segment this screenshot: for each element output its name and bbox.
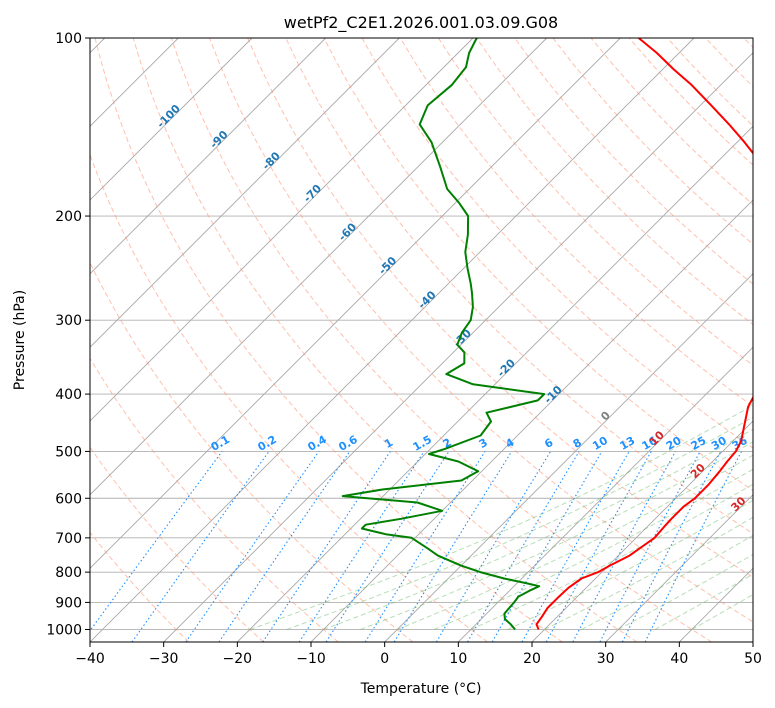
temperature-profile-line xyxy=(535,38,753,630)
x-tick-label: −20 xyxy=(223,651,253,667)
x-tick-label: −30 xyxy=(149,651,179,667)
x-tick-label: 30 xyxy=(597,651,615,667)
x-tick-label: 20 xyxy=(523,651,541,667)
x-tick-label: 40 xyxy=(670,651,688,667)
dry-adiabat-line xyxy=(90,153,488,642)
isotherm-line xyxy=(90,38,400,348)
chart-title: wetPf2_C2E1.2026.001.03.09.G08 xyxy=(284,13,558,33)
x-tick-label: −10 xyxy=(296,651,326,667)
y-axis-label: Pressure (hPa) xyxy=(12,290,28,390)
isotherm-line xyxy=(163,52,753,642)
y-tick-label: 800 xyxy=(55,565,82,581)
y-tick-label: 500 xyxy=(55,444,82,460)
dry-adiabat-line xyxy=(94,38,563,642)
mixing-ratio-line xyxy=(644,451,742,642)
moist-adiabat-line xyxy=(470,483,753,630)
x-axis-label: Temperature (°C) xyxy=(360,681,482,697)
dry-adiabat-line xyxy=(323,38,753,492)
x-tick-label: 0 xyxy=(380,651,389,667)
y-tick-label: 300 xyxy=(55,313,82,329)
moist-adiabat-line xyxy=(544,516,753,630)
y-tick-label: 1000 xyxy=(46,622,82,638)
y-axis: 1000 900 800 700 600 500 400 300 200 100 xyxy=(46,31,90,638)
mixing-ratio-line xyxy=(131,451,270,642)
y-tick-label: 400 xyxy=(55,387,82,403)
x-axis: −40 −30 −20 −10 0 10 20 30 40 50 xyxy=(75,642,762,667)
mixing-ratio-line xyxy=(218,451,351,642)
dry-adiabat-line xyxy=(90,261,414,642)
y-tick-label: 700 xyxy=(55,531,82,547)
mixing-ratio-line xyxy=(545,451,652,642)
x-tick-label: 50 xyxy=(744,651,762,667)
mixing-ratio-line xyxy=(393,451,513,642)
mixing-ratio-line xyxy=(298,451,425,642)
grid-layer: 0.1 0.2 0.4 0.6 1 1.5 2 3 4 6 8 10 13 16 20 25 30 36 xyxy=(90,38,753,642)
mixing-ratio-line xyxy=(521,451,630,642)
dry-adiabat-line xyxy=(399,38,753,408)
mixing-ratio-line xyxy=(90,451,223,632)
dry-adiabat-line xyxy=(90,531,190,642)
dry-adiabat-line xyxy=(132,38,638,642)
isotherm-line xyxy=(90,38,253,201)
isotherm-line xyxy=(531,420,753,642)
dewpoint-profile-line xyxy=(341,38,546,631)
y-tick-label: 900 xyxy=(55,595,82,611)
isotherm-line xyxy=(90,38,548,496)
x-tick-label: 10 xyxy=(449,651,467,667)
isotherm-line xyxy=(384,273,753,642)
moist-adiabat-line xyxy=(323,428,753,630)
x-tick-label: −40 xyxy=(75,651,105,667)
dry-adiabat-line xyxy=(90,357,339,642)
isotherm-line xyxy=(90,38,695,642)
mixing-ratio-line xyxy=(262,451,391,642)
mixing-ratio-line xyxy=(325,451,450,642)
dry-adiabat-line xyxy=(247,38,753,578)
isotherm-line xyxy=(90,38,621,569)
isotherm-line xyxy=(457,346,753,642)
y-tick-label: 600 xyxy=(55,491,82,507)
dry-adiabat-line xyxy=(209,38,753,623)
isotherm-line xyxy=(90,38,327,275)
y-tick-label: 100 xyxy=(55,31,82,47)
dry-adiabat-line xyxy=(170,38,712,642)
dry-adiabat-line xyxy=(437,38,753,366)
moist-adiabat-line xyxy=(581,534,753,630)
isotherm-line xyxy=(605,494,753,642)
dry-adiabat-line xyxy=(514,38,753,285)
mixing-ratio-line xyxy=(185,451,320,642)
plot-frame xyxy=(89,37,754,643)
y-tick-label: 200 xyxy=(55,209,82,225)
dry-adiabat-line xyxy=(90,446,264,642)
moist-adiabat-line xyxy=(249,404,753,630)
isotherm-line xyxy=(90,38,474,422)
